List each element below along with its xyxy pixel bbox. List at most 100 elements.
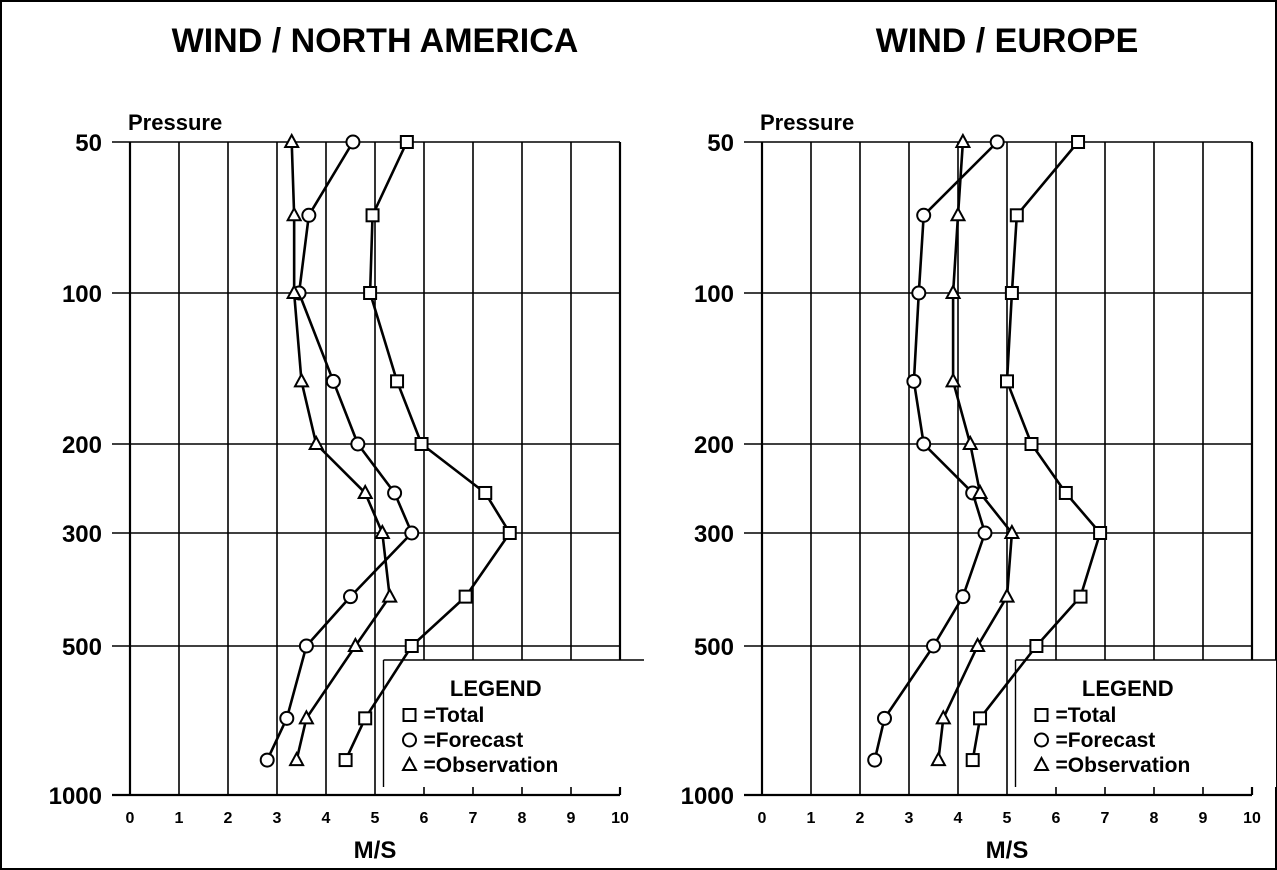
data-point-observation bbox=[944, 372, 962, 388]
x-tick-label: 8 bbox=[1150, 810, 1159, 827]
data-point-total bbox=[502, 526, 517, 540]
data-point-total bbox=[1073, 589, 1088, 604]
legend-title: LEGEND bbox=[1082, 676, 1174, 701]
data-point-observation bbox=[944, 283, 962, 299]
y-tick-label: 500 bbox=[694, 634, 734, 661]
x-axis-label: M/S bbox=[986, 837, 1029, 864]
x-tick-label: 1 bbox=[175, 810, 184, 827]
y-tick-label: 1000 bbox=[49, 783, 102, 810]
data-point-observation bbox=[969, 636, 986, 652]
y-tick-label: 300 bbox=[694, 521, 734, 548]
data-point-observation bbox=[954, 132, 972, 148]
data-point-observation bbox=[374, 523, 391, 539]
x-tick-label: 10 bbox=[1243, 810, 1261, 827]
data-point-forecast bbox=[350, 436, 366, 452]
data-point-forecast bbox=[259, 752, 275, 768]
y-axis-label: Pressure bbox=[128, 110, 222, 135]
data-point-total bbox=[1009, 208, 1024, 223]
legend-marker-total bbox=[402, 708, 417, 722]
data-point-forecast bbox=[279, 710, 295, 726]
data-point-forecast bbox=[387, 485, 403, 501]
data-point-total bbox=[390, 374, 405, 389]
series-line-forecast bbox=[873, 141, 999, 761]
data-point-forecast bbox=[955, 589, 971, 605]
data-point-forecast bbox=[325, 373, 341, 389]
y-tick-label: 200 bbox=[694, 432, 734, 459]
y-tick-label: 300 bbox=[62, 521, 102, 548]
legend-marker-observation bbox=[1033, 755, 1050, 771]
x-tick-label: 7 bbox=[469, 810, 478, 827]
chart-panel-europe: WIND / EUROPE Pressure 50 100 200 300 500 1000 0… bbox=[681, 22, 1276, 864]
data-point-observation bbox=[347, 636, 364, 652]
x-axis-label: M/S bbox=[354, 837, 397, 864]
data-point-total bbox=[1004, 286, 1019, 300]
data-point-forecast bbox=[343, 589, 358, 605]
x-tick-label: 0 bbox=[758, 810, 767, 827]
data-point-forecast bbox=[911, 285, 927, 301]
data-point-total bbox=[414, 437, 429, 451]
data-point-observation bbox=[1003, 523, 1021, 539]
data-point-forecast bbox=[301, 207, 317, 223]
x-tick-label: 4 bbox=[954, 810, 963, 827]
y-tick-label: 50 bbox=[75, 130, 102, 157]
x-tick-label: 3 bbox=[273, 810, 282, 827]
x-tick-label: 7 bbox=[1101, 810, 1110, 827]
data-point-observation bbox=[935, 709, 952, 725]
data-point-forecast bbox=[345, 134, 361, 150]
x-tick-label: 5 bbox=[1003, 810, 1012, 827]
series-line-observation bbox=[937, 141, 1014, 761]
legend-marker-total bbox=[1034, 708, 1049, 722]
data-point-total bbox=[1000, 374, 1014, 389]
x-tick-label: 9 bbox=[567, 810, 576, 827]
x-tick-label: 3 bbox=[905, 810, 914, 827]
data-point-forecast bbox=[926, 638, 941, 654]
data-point-total bbox=[1029, 639, 1044, 653]
data-point-observation bbox=[971, 483, 989, 499]
data-point-observation bbox=[962, 434, 979, 450]
data-point-total bbox=[973, 711, 988, 726]
data-point-forecast bbox=[916, 436, 932, 452]
legend-entry-total: =Total bbox=[1056, 704, 1117, 727]
data-point-total bbox=[458, 589, 473, 604]
x-tick-label: 2 bbox=[224, 810, 233, 827]
legend-marker-forecast bbox=[1034, 732, 1049, 748]
data-point-observation bbox=[285, 206, 303, 222]
chart-title: WIND / NORTH AMERICA bbox=[172, 22, 579, 60]
y-tick-label: 50 bbox=[707, 130, 734, 157]
data-point-total bbox=[1024, 437, 1039, 451]
y-tick-label: 100 bbox=[694, 281, 734, 308]
data-point-observation bbox=[998, 587, 1016, 603]
legend-marker-forecast bbox=[402, 732, 417, 748]
data-point-forecast bbox=[877, 710, 892, 726]
y-tick-label: 500 bbox=[62, 634, 102, 661]
legend-entry-forecast: =Forecast bbox=[424, 729, 524, 752]
chart-panel-north-america: WIND / NORTH AMERICAPressure501002003005… bbox=[49, 22, 644, 864]
data-point-observation bbox=[283, 132, 300, 148]
legend-entry-total: =Total bbox=[424, 704, 485, 727]
data-point-forecast bbox=[298, 638, 314, 654]
data-point-total bbox=[965, 753, 980, 768]
data-point-forecast bbox=[977, 525, 993, 541]
x-tick-label: 6 bbox=[420, 810, 429, 827]
data-point-observation bbox=[288, 750, 305, 767]
x-tick-label: 2 bbox=[856, 810, 865, 827]
data-point-total bbox=[1093, 526, 1108, 540]
x-tick-label: 1 bbox=[807, 810, 816, 827]
data-point-total bbox=[358, 711, 373, 726]
legend-entry-observation: =Observation bbox=[1056, 754, 1191, 777]
data-point-forecast bbox=[989, 134, 1005, 150]
y-tick-label: 100 bbox=[62, 281, 102, 308]
legend-entry-forecast: =Forecast bbox=[1056, 729, 1156, 752]
data-point-total bbox=[363, 286, 378, 300]
data-point-total bbox=[365, 208, 380, 223]
data-point-observation bbox=[930, 750, 947, 767]
y-axis-label: Pressure bbox=[760, 110, 854, 135]
x-tick-label: 0 bbox=[126, 810, 135, 827]
legend-box bbox=[383, 660, 644, 787]
data-point-total bbox=[399, 135, 414, 149]
x-tick-label: 10 bbox=[611, 810, 629, 827]
chart-title: WIND / EUROPE bbox=[876, 22, 1139, 60]
legend-box bbox=[1015, 660, 1276, 787]
y-tick-label: 200 bbox=[62, 432, 102, 459]
